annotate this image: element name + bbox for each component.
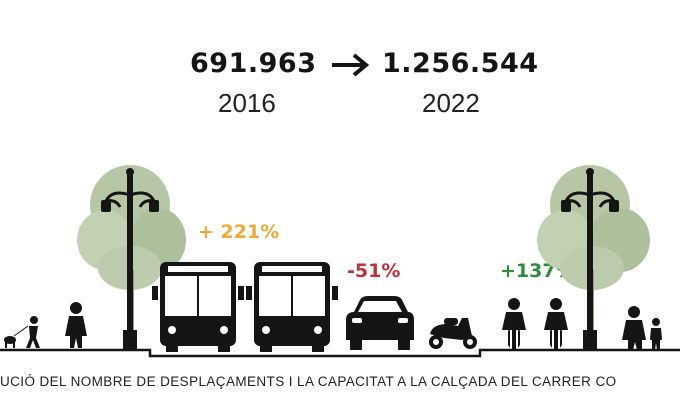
arrow-right-icon	[332, 53, 370, 77]
year-2016: 2016	[218, 88, 276, 118]
scooter-icon	[429, 318, 477, 349]
car-change-label: -51%	[347, 260, 401, 282]
pedestrian-woman-icon	[65, 302, 87, 348]
bus-change-label: + 221%	[198, 221, 280, 243]
value-2022: 1.256.544	[382, 48, 539, 79]
cyclist-icon	[544, 298, 568, 350]
car-icon	[346, 296, 414, 350]
street-lamp-left-icon	[101, 168, 159, 350]
pedestrian-adult-child-icon	[622, 306, 662, 350]
dog-walker-icon	[4, 316, 40, 348]
road-curb	[0, 348, 680, 358]
caption: UCIÓ DEL NOMBRE DE DESPLAÇAMENTS I LA CA…	[0, 374, 617, 389]
cyclist-icon	[502, 298, 526, 350]
year-2022: 2022	[422, 88, 480, 118]
value-2016: 691.963	[190, 48, 317, 79]
bus-icon	[246, 262, 338, 352]
street-lamp-right-icon	[561, 168, 619, 350]
bus-icon	[152, 262, 244, 352]
